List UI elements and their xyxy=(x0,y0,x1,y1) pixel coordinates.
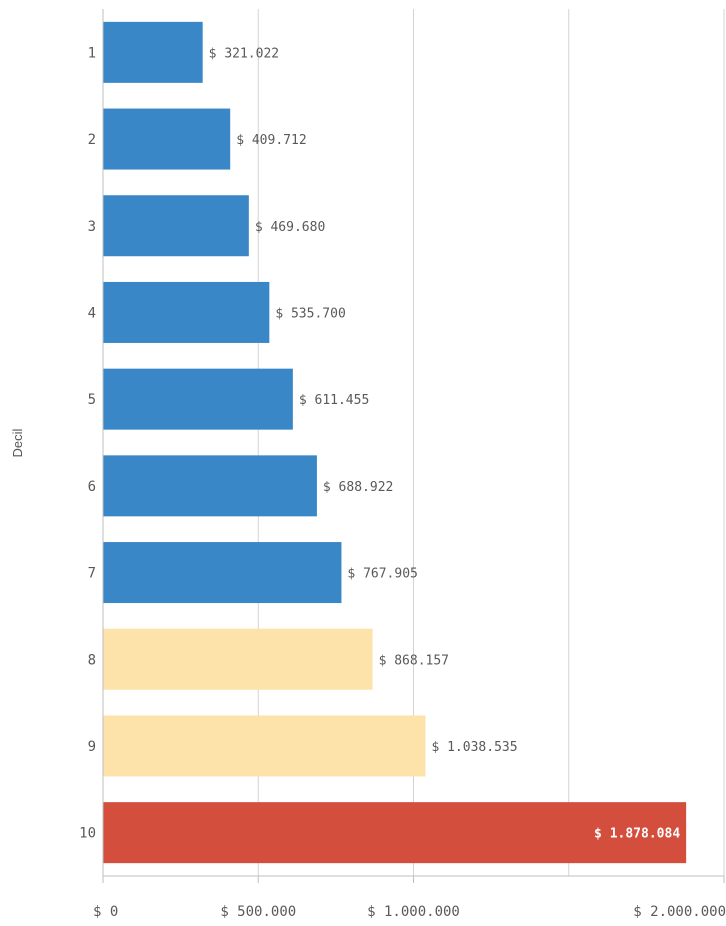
x-tick-label: $ 500.000 xyxy=(220,904,296,920)
value-label: $ 1.878.084 xyxy=(594,827,680,842)
bar-decil-8[interactable] xyxy=(103,628,373,690)
y-axis-title: Decil xyxy=(10,428,25,457)
bar-decil-3[interactable] xyxy=(103,195,249,257)
category-label: 4 xyxy=(88,305,96,321)
value-label: $ 321.022 xyxy=(209,46,279,61)
x-tick-label: $ 2.000.000 xyxy=(633,904,726,920)
value-label: $ 1.038.535 xyxy=(431,740,517,755)
bar-decil-6[interactable] xyxy=(103,455,317,517)
axes: 1 2 3 4 5 6 7 8 9 10 $ 0 $ 500.000 $ 1.000.000 $ 2.00… xyxy=(79,9,726,920)
bar-decil-5[interactable] xyxy=(103,368,293,430)
bar-decil-1[interactable] xyxy=(103,21,203,83)
x-tick-label: $ 0 xyxy=(93,904,118,920)
value-label: $ 611.455 xyxy=(299,393,369,408)
value-label: $ 688.922 xyxy=(323,480,393,495)
category-label: 7 xyxy=(88,566,96,582)
bar-decil-9[interactable] xyxy=(103,715,426,777)
value-label: $ 868.157 xyxy=(379,653,449,668)
category-label: 1 xyxy=(88,45,96,61)
bar-decil-10[interactable] xyxy=(103,802,687,864)
value-label: $ 767.905 xyxy=(347,567,417,582)
category-label: 2 xyxy=(88,132,96,148)
value-label: $ 535.700 xyxy=(275,306,345,321)
x-tick-label: $ 1.000.000 xyxy=(367,904,460,920)
bars: $ 321.022 $ 409.712 $ 469.680 $ 535.700 $ 61… xyxy=(103,21,687,864)
category-label: 8 xyxy=(88,652,96,668)
category-label: 9 xyxy=(88,739,96,755)
category-label: 3 xyxy=(88,219,96,235)
category-label: 5 xyxy=(88,392,96,408)
bar-decil-2[interactable] xyxy=(103,108,231,170)
value-label: $ 469.680 xyxy=(255,220,325,235)
category-label: 10 xyxy=(79,826,96,842)
category-label: 6 xyxy=(88,479,96,495)
bar-decil-4[interactable] xyxy=(103,281,270,343)
value-label: $ 409.712 xyxy=(236,133,306,148)
bar-decil-7[interactable] xyxy=(103,542,342,604)
